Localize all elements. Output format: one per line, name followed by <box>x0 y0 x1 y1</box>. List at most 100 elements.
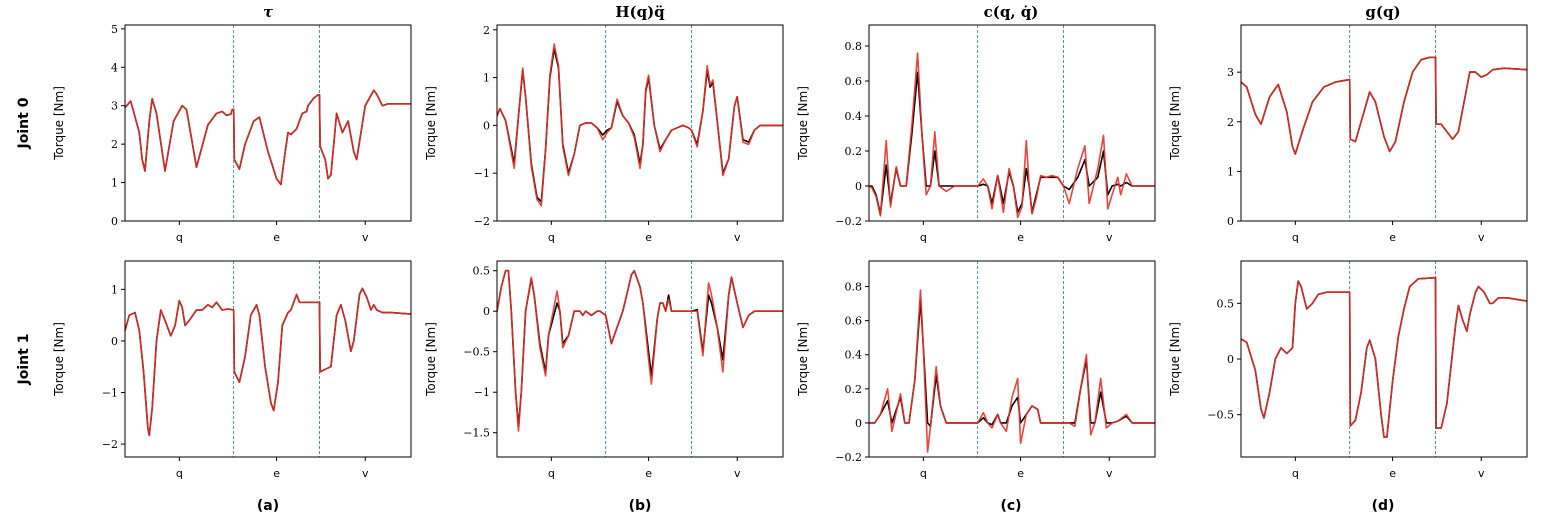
series-group <box>869 52 1155 219</box>
y-tick-label-2: 0 <box>111 335 118 348</box>
y-tick-label-5: 0.8 <box>845 281 863 294</box>
y-tick-label-0: −0.2 <box>835 451 862 464</box>
series-group <box>125 287 411 437</box>
series-predicted-line <box>125 287 411 437</box>
y-axis-label: Torque [Nm] <box>52 86 66 161</box>
y-tick-label-2: 0.2 <box>845 383 863 396</box>
y-axis-label: Torque [Nm] <box>796 322 810 397</box>
y-axis-label: Torque [Nm] <box>1168 322 1182 397</box>
axes-frame <box>496 24 784 222</box>
series-group <box>497 43 783 207</box>
x-label-e: e <box>1017 467 1024 480</box>
x-label-e: e <box>645 231 652 244</box>
x-label-q: q <box>548 231 555 244</box>
x-label-q: q <box>920 231 927 244</box>
panel-d-joint1: −0.5 0 0.5 q e v Torque [Nm] <box>1168 260 1528 480</box>
panel-c-joint0: −0.2 0 0.2 0.4 0.6 0.8 q e v Torque [Nm] <box>796 24 1156 244</box>
panel-b-joint1: −1.5 −1 −0.5 0 0.5 q e v Torque [Nm] <box>424 260 784 480</box>
row-label-joint0: Joint 0 <box>16 97 32 149</box>
y-tick-label-0: −1.5 <box>463 427 490 440</box>
column-caption-a: (a) <box>257 498 279 514</box>
x-label-e: e <box>1017 231 1024 244</box>
y-tick-label-0: 0 <box>111 215 118 228</box>
axes-frame <box>1240 24 1528 222</box>
axes-frame <box>124 24 412 222</box>
x-label-e: e <box>645 467 652 480</box>
x-label-v: v <box>1106 467 1113 480</box>
x-label-v: v <box>1106 231 1113 244</box>
series-group <box>869 289 1155 453</box>
column-title-d: g(q) <box>1365 3 1400 21</box>
y-tick-label-4: 0.6 <box>845 75 863 88</box>
x-label-e: e <box>1389 231 1396 244</box>
y-tick-label-4: 0.6 <box>845 315 863 328</box>
y-axis-label: Torque [Nm] <box>424 322 438 397</box>
column-caption-c: (c) <box>1000 498 1021 514</box>
y-tick-label-2: 0 <box>483 119 490 132</box>
series-group <box>497 269 783 432</box>
panel-a-joint0: 0 1 2 3 4 5 q e v Torque [Nm] <box>52 23 412 244</box>
series-reference-line <box>125 287 411 437</box>
row-label-joint1: Joint 1 <box>16 334 32 386</box>
x-label-v: v <box>734 231 741 244</box>
column-title-c: c(q, q̇) <box>984 3 1039 21</box>
y-tick-label-3: 1 <box>111 283 118 296</box>
y-tick-label-1: −1 <box>102 387 118 400</box>
x-label-v: v <box>362 231 369 244</box>
y-tick-label-5: 0.8 <box>845 40 863 53</box>
column-caption-b: (b) <box>629 498 652 514</box>
x-label-v: v <box>1478 231 1485 244</box>
x-label-q: q <box>176 467 183 480</box>
x-label-e: e <box>273 467 280 480</box>
y-axis-label: Torque [Nm] <box>1168 86 1182 161</box>
y-axis-label: Torque [Nm] <box>52 322 66 397</box>
y-tick-label-3: 3 <box>111 100 118 113</box>
panel-a-joint1: −2 −1 0 1 q e v Torque [Nm] <box>52 260 412 480</box>
y-tick-label-0: −0.2 <box>835 215 862 228</box>
y-tick-label-1: 1 <box>111 177 118 190</box>
y-tick-label-3: 0 <box>483 305 490 318</box>
y-tick-label-2: 0.2 <box>845 145 863 158</box>
x-label-q: q <box>1292 231 1299 244</box>
axes-frame <box>868 24 1156 222</box>
series-predicted-line <box>869 52 1155 219</box>
panel-b-joint0: −2 −1 0 1 2 q e v Torque [Nm] <box>424 24 784 244</box>
series-group <box>1241 56 1527 155</box>
y-tick-label-3: 3 <box>1227 66 1234 79</box>
x-label-v: v <box>734 467 741 480</box>
y-tick-label-2: 0.5 <box>1217 297 1235 310</box>
axes-frame <box>868 260 1156 458</box>
series-predicted-line <box>497 269 783 432</box>
y-tick-label-0: −0.5 <box>1207 409 1234 422</box>
x-label-v: v <box>362 467 369 480</box>
y-axis-label: Torque [Nm] <box>424 86 438 161</box>
y-tick-label-1: 1 <box>1227 165 1234 178</box>
panel-d-joint0: 0 1 2 3 q e v Torque [Nm] <box>1168 24 1528 244</box>
series-reference-line <box>1241 276 1527 438</box>
series-group <box>125 89 411 186</box>
series-predicted-line <box>869 289 1155 453</box>
y-tick-label-3: 0.4 <box>845 110 863 123</box>
x-label-e: e <box>273 231 280 244</box>
column-caption-d: (d) <box>1372 498 1395 514</box>
panels-group: 0 1 2 3 4 5 q e v Torque [Nm] −2 −1 0 1 2 q e v Torque [Nm… <box>52 23 1528 480</box>
axes-frame <box>496 260 784 458</box>
series-reference-line <box>1241 56 1527 155</box>
column-title-a: τ <box>263 3 274 21</box>
column-title-b: H(q)q̈ <box>615 3 665 21</box>
series-reference-line <box>125 89 411 186</box>
y-tick-label-0: 0 <box>1227 215 1234 228</box>
x-label-q: q <box>920 467 927 480</box>
series-predicted-line <box>497 43 783 207</box>
y-tick-label-3: 0.4 <box>845 349 863 362</box>
series-group <box>1241 276 1527 438</box>
y-tick-label-4: 0.5 <box>473 265 491 278</box>
series-predicted-line <box>125 89 411 186</box>
y-tick-label-1: −1 <box>474 167 490 180</box>
x-label-q: q <box>548 467 555 480</box>
x-label-q: q <box>176 231 183 244</box>
series-predicted-line <box>1241 56 1527 155</box>
x-label-q: q <box>1292 467 1299 480</box>
y-tick-label-5: 5 <box>111 23 118 36</box>
